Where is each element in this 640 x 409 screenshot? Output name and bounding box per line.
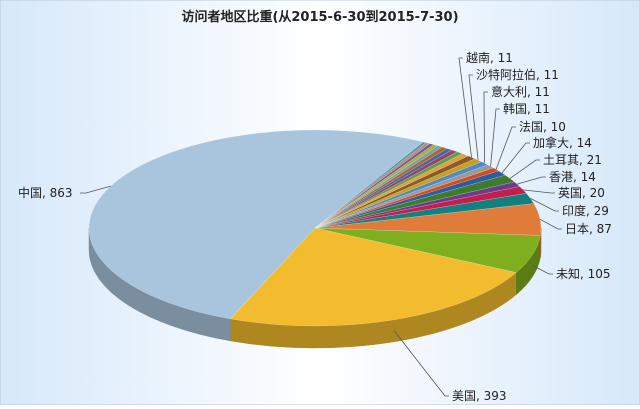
- label-name: 美国: [452, 389, 476, 403]
- label-value: 105: [588, 267, 611, 281]
- label-value: 11: [535, 102, 550, 116]
- slice: [314, 146, 448, 229]
- leader-line: [80, 185, 111, 194]
- slice: [314, 148, 453, 229]
- label-value: 11: [535, 85, 550, 99]
- chart-title: 访问者地区比重(从2015-6-30到2015-7-30): [181, 9, 458, 25]
- slice: [314, 227, 541, 273]
- data-label: 越南, 11: [466, 50, 513, 65]
- label-value: 393: [484, 389, 507, 403]
- data-label: 印度, 29: [562, 203, 609, 218]
- slice: [314, 142, 431, 229]
- leader-line: [509, 159, 540, 179]
- slice: [314, 186, 527, 229]
- leader-line: [495, 126, 516, 170]
- leader-line: [393, 330, 449, 397]
- label-name: 越南: [466, 50, 490, 65]
- data-label: 香港, 14: [549, 170, 596, 184]
- slice: [314, 161, 489, 229]
- data-label: 中国, 863: [18, 185, 73, 200]
- leader-line: [530, 197, 559, 212]
- label-name: 沙特阿拉伯: [476, 67, 536, 82]
- label-name: 未知: [556, 267, 580, 281]
- leader-line: [458, 57, 472, 158]
- leader-line: [501, 142, 530, 174]
- data-label: 沙特阿拉伯, 11: [476, 67, 559, 82]
- label-value: 863: [50, 186, 73, 200]
- data-label: 英国, 20: [558, 186, 605, 200]
- label-name: 意大利: [491, 84, 527, 99]
- label-value: 14: [577, 136, 592, 150]
- leader-line: [532, 265, 553, 275]
- leader-line: [468, 74, 479, 161]
- data-label: 法国, 10: [519, 120, 566, 134]
- leader-line: [539, 218, 562, 230]
- leader-line: [523, 189, 555, 194]
- label-name: 加拿大: [533, 135, 569, 150]
- label-name: 英国: [558, 186, 582, 200]
- label-value: 11: [498, 51, 513, 65]
- label-name: 印度: [562, 203, 586, 218]
- label-value: 20: [590, 186, 605, 200]
- label-name: 法国: [519, 120, 543, 134]
- slice: [314, 143, 435, 229]
- slice: [314, 144, 439, 229]
- slice: [314, 145, 443, 229]
- label-value: 14: [581, 170, 596, 184]
- slice: [314, 151, 464, 229]
- data-label: 加拿大, 14: [533, 135, 592, 150]
- label-name: 土耳其: [543, 153, 579, 167]
- label-value: 11: [544, 68, 559, 82]
- slice: [229, 227, 517, 327]
- label-name: 中国: [18, 185, 42, 200]
- slice: [88, 129, 424, 320]
- label-value: 87: [597, 222, 612, 236]
- leader-line: [516, 176, 546, 185]
- label-name: 香港: [549, 170, 573, 184]
- data-label: 韩国, 11: [503, 101, 550, 116]
- data-label: 未知, 105: [556, 267, 611, 281]
- data-label: 美国, 393: [452, 389, 507, 403]
- label-value: 10: [551, 120, 566, 134]
- label-value: 29: [594, 204, 609, 218]
- leader-line: [483, 91, 488, 164]
- slice: [314, 149, 458, 229]
- slice: [314, 153, 469, 229]
- data-label: 意大利, 11: [491, 84, 550, 99]
- leader-line: [490, 108, 500, 167]
- data-label: 土耳其, 21: [543, 153, 602, 167]
- label-name: 日本: [565, 222, 589, 236]
- slice: [314, 141, 427, 229]
- data-label: 日本, 87: [565, 222, 612, 236]
- label-name: 韩国: [503, 101, 527, 116]
- label-value: 21: [587, 153, 602, 167]
